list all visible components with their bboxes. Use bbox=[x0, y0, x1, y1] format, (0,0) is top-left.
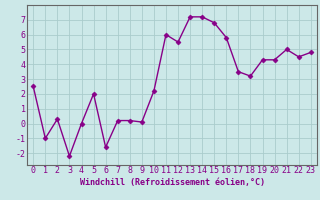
X-axis label: Windchill (Refroidissement éolien,°C): Windchill (Refroidissement éolien,°C) bbox=[79, 178, 265, 187]
